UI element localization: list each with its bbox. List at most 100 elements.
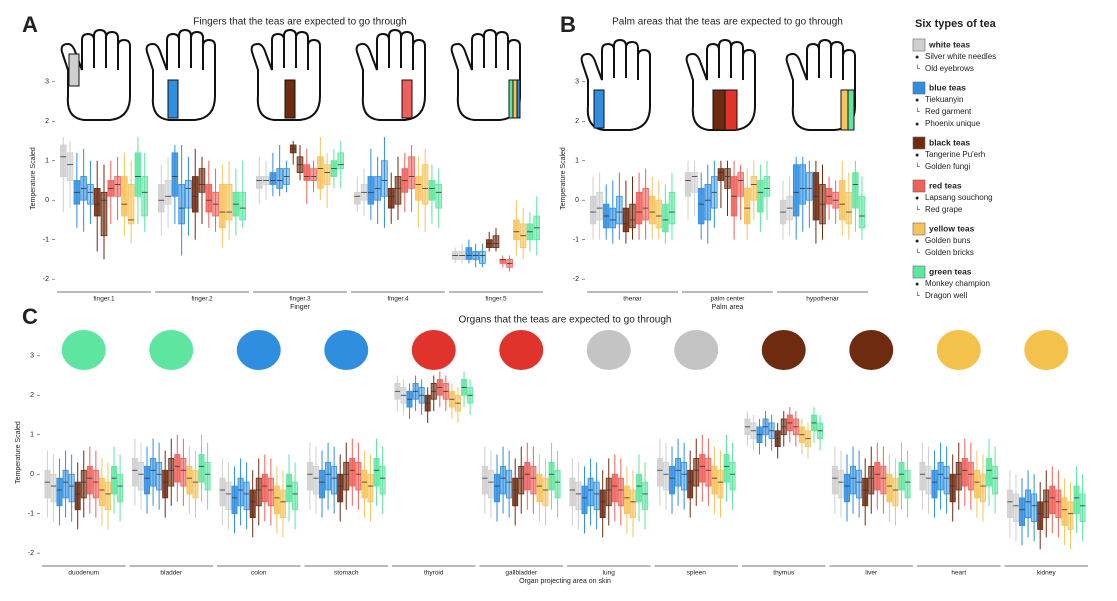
box — [868, 465, 875, 495]
box — [269, 172, 277, 185]
box — [642, 187, 649, 221]
organ-icon — [324, 330, 369, 370]
box — [699, 454, 706, 483]
box — [931, 469, 938, 499]
box — [261, 473, 268, 503]
legend-bullet: └ — [915, 291, 920, 300]
box — [373, 458, 380, 487]
box — [518, 465, 525, 495]
x-tick-label: kidney — [1037, 570, 1057, 577]
box — [303, 164, 311, 181]
y-tick-label: 3 — [45, 79, 49, 86]
box — [98, 477, 105, 507]
box — [925, 465, 932, 495]
box — [367, 176, 375, 205]
hand-highlight — [167, 79, 179, 119]
box — [312, 465, 319, 495]
box — [530, 465, 537, 495]
legend-title: Six types of tea — [915, 18, 997, 30]
box — [100, 191, 108, 237]
legend-item: Phoenix unique — [925, 119, 981, 128]
x-tick-label: finger.1 — [93, 296, 115, 303]
box — [286, 473, 293, 503]
box — [675, 458, 682, 487]
hand-highlight — [712, 89, 726, 131]
box — [1061, 497, 1068, 526]
box — [617, 477, 624, 507]
box — [481, 465, 488, 495]
box — [844, 473, 850, 503]
box — [415, 176, 422, 201]
legend-group: black teas — [929, 137, 970, 147]
box — [255, 477, 262, 507]
box — [354, 191, 361, 205]
y-tick-label: 2 — [575, 118, 579, 125]
box — [127, 184, 135, 225]
box — [513, 219, 520, 241]
box — [174, 454, 181, 483]
box — [904, 469, 911, 499]
box — [273, 485, 280, 515]
box — [596, 191, 603, 221]
legend-group: blue teas — [929, 82, 966, 92]
box — [649, 195, 656, 225]
box — [237, 477, 244, 507]
box — [622, 207, 630, 233]
box — [68, 473, 75, 503]
chart-title: Organs that the teas are expected to go … — [459, 315, 672, 326]
legend-bullet: ● — [915, 97, 919, 104]
hand-highlight — [847, 89, 855, 131]
box — [394, 176, 402, 205]
box — [134, 152, 142, 197]
box — [249, 489, 256, 519]
box — [662, 461, 669, 491]
box — [204, 461, 211, 491]
box — [158, 184, 165, 213]
legend-bullet: ● — [915, 281, 919, 288]
box — [542, 477, 549, 507]
box — [239, 191, 246, 221]
box — [1073, 485, 1080, 515]
legend-bullet: ● — [915, 238, 919, 245]
box — [717, 168, 725, 181]
box — [955, 461, 962, 491]
box — [86, 465, 93, 495]
legend-swatch — [912, 265, 926, 279]
box — [980, 473, 986, 503]
y-tick-label: -2 — [573, 276, 579, 283]
box — [506, 469, 513, 499]
box — [367, 473, 374, 503]
box — [487, 469, 494, 499]
x-tick-label: lung — [603, 570, 616, 577]
box — [292, 481, 299, 511]
box — [62, 469, 69, 499]
y-tick-label: 2 — [45, 118, 49, 125]
x-tick-label: finger.5 — [485, 296, 507, 303]
box — [943, 465, 950, 495]
organ-icon — [849, 330, 894, 370]
box — [1006, 489, 1013, 519]
box — [121, 176, 128, 217]
legend-group: yellow teas — [929, 223, 975, 233]
box — [611, 473, 618, 503]
hand-icon — [60, 28, 131, 121]
box — [150, 458, 157, 487]
hand-icon — [580, 38, 651, 131]
box — [581, 485, 588, 515]
box — [1043, 489, 1050, 519]
y-tick-label: 1 — [575, 158, 579, 165]
box — [729, 461, 736, 491]
box — [856, 469, 863, 499]
box — [605, 477, 612, 507]
box — [93, 187, 101, 217]
box — [499, 259, 507, 264]
legend-item: Monkey champion — [925, 279, 990, 288]
box — [635, 191, 643, 225]
x-tick-label: hypothenar — [806, 296, 839, 303]
box — [164, 180, 172, 205]
box — [323, 164, 331, 185]
legend-bullet: └ — [915, 107, 920, 116]
hand-icon — [250, 28, 321, 121]
box — [763, 176, 771, 197]
hand-outline — [60, 28, 131, 121]
